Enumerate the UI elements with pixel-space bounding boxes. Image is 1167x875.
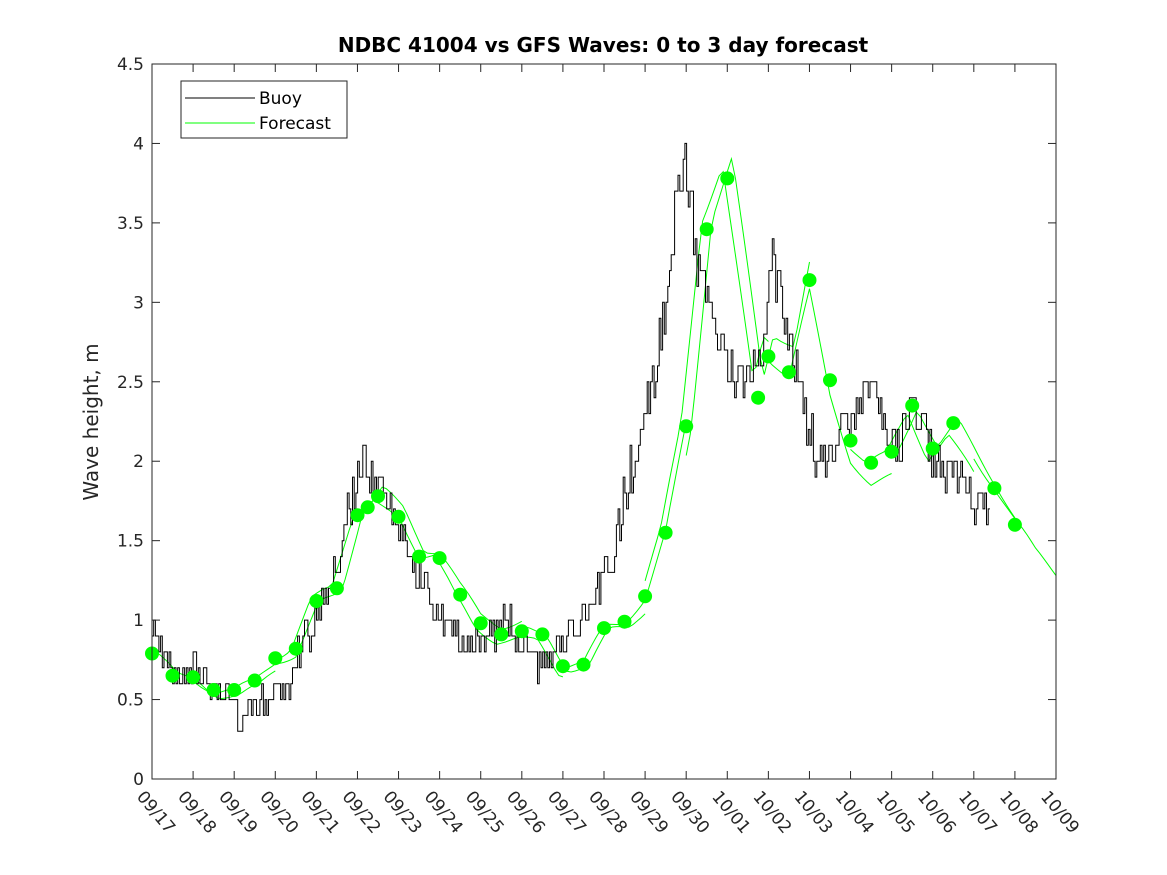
x-tick-label: 09/26 (502, 787, 549, 837)
forecast-marker (412, 549, 427, 564)
forecast-marker (473, 616, 488, 631)
y-tick-label: 2 (133, 452, 144, 472)
forecast-marker (925, 441, 940, 456)
y-tick-label: 4 (133, 134, 144, 154)
legend-forecast-label: Forecast (259, 114, 331, 134)
legend-buoy-label: Buoy (259, 89, 302, 109)
forecast-marker (761, 349, 776, 364)
forecast-marker (453, 587, 468, 602)
x-tick-label: 09/23 (379, 787, 426, 837)
x-tick-label: 10/02 (749, 787, 796, 837)
y-tick-label: 3.5 (117, 214, 144, 234)
y-tick-label: 0 (133, 770, 144, 790)
x-tick-label: 10/03 (790, 787, 837, 837)
x-tick-label: 10/06 (913, 787, 960, 837)
forecast-marker (781, 365, 796, 380)
x-tick-label: 09/24 (420, 787, 467, 837)
forecast-marker (679, 419, 694, 434)
x-tick-label: 09/29 (625, 787, 672, 837)
forecast-markers (145, 171, 1022, 697)
forecast-marker (206, 683, 221, 697)
x-tick-label: 10/05 (872, 787, 919, 837)
forecast-marker (391, 509, 406, 524)
x-tick-label: 10/01 (707, 787, 754, 837)
x-tick-label: 10/07 (954, 787, 1001, 837)
buoy-series (152, 142, 990, 732)
forecast-marker (617, 614, 632, 629)
forecast-series (151, 156, 1057, 700)
forecast-marker (371, 489, 385, 504)
y-tick-label: 3 (133, 293, 144, 313)
forecast-marker (597, 621, 611, 636)
forecast-marker (309, 594, 324, 608)
forecast-marker (802, 273, 817, 288)
x-tick-label: 09/20 (255, 787, 302, 837)
x-tick-label: 09/18 (173, 787, 220, 837)
forecast-marker (823, 373, 837, 388)
forecast-marker (905, 398, 920, 413)
y-tick-label: 0.5 (117, 691, 144, 711)
forecast-run-line (275, 499, 399, 662)
forecast-marker (843, 433, 858, 448)
legend: Buoy Forecast (180, 80, 348, 139)
forecast-marker (165, 668, 180, 683)
forecast-marker (432, 551, 447, 566)
forecast-marker (247, 673, 262, 688)
forecast-marker (864, 455, 879, 470)
forecast-marker (535, 627, 550, 642)
x-tick-label: 09/25 (461, 787, 508, 837)
chart-title: NDBC 41004 vs GFS Waves: 0 to 3 day fore… (338, 33, 869, 57)
forecast-marker (350, 508, 365, 523)
x-tick-label: 10/08 (995, 787, 1042, 837)
y-tick-label: 4.5 (117, 55, 144, 75)
x-tick-label: 09/27 (543, 787, 590, 837)
x-tick-label: 09/21 (297, 787, 344, 837)
y-axis-label: Wave height, m (79, 343, 103, 500)
y-tick-label: 1 (133, 611, 144, 631)
y-tick-label: 2.5 (117, 373, 144, 393)
forecast-marker (946, 416, 961, 431)
forecast-marker (699, 222, 714, 237)
legend-box (180, 80, 348, 139)
y-tick-label: 1.5 (117, 532, 144, 552)
forecast-marker (227, 683, 242, 697)
forecast-marker (360, 500, 375, 515)
forecast-marker (494, 627, 509, 642)
x-tick-label: 09/17 (132, 787, 179, 837)
x-tick-label: 09/22 (338, 787, 385, 837)
forecast-marker (186, 670, 201, 685)
forecast-run-line (685, 156, 810, 456)
forecast-marker (751, 390, 766, 405)
x-tick-label: 09/28 (584, 787, 631, 837)
forecast-marker (638, 589, 653, 604)
forecast-marker (329, 581, 344, 596)
x-tick-label: 09/30 (666, 787, 713, 837)
forecast-marker (288, 641, 303, 656)
x-tick-label: 09/19 (214, 787, 261, 837)
x-tick-label: 10/09 (1036, 787, 1083, 837)
plot-area-frame (151, 63, 1057, 780)
forecast-run-line (644, 170, 769, 582)
x-tick-label: 10/04 (831, 787, 878, 837)
forecast-marker (720, 171, 735, 186)
forecast-run-line (562, 421, 687, 670)
forecast-marker (1007, 517, 1022, 532)
forecast-marker (658, 525, 673, 540)
forecast-marker (987, 481, 1002, 496)
forecast-marker (514, 624, 529, 639)
forecast-marker (884, 444, 899, 459)
forecast-marker (555, 659, 570, 674)
forecast-marker (576, 657, 591, 672)
forecast-marker (268, 651, 283, 666)
buoy-line (152, 142, 990, 732)
